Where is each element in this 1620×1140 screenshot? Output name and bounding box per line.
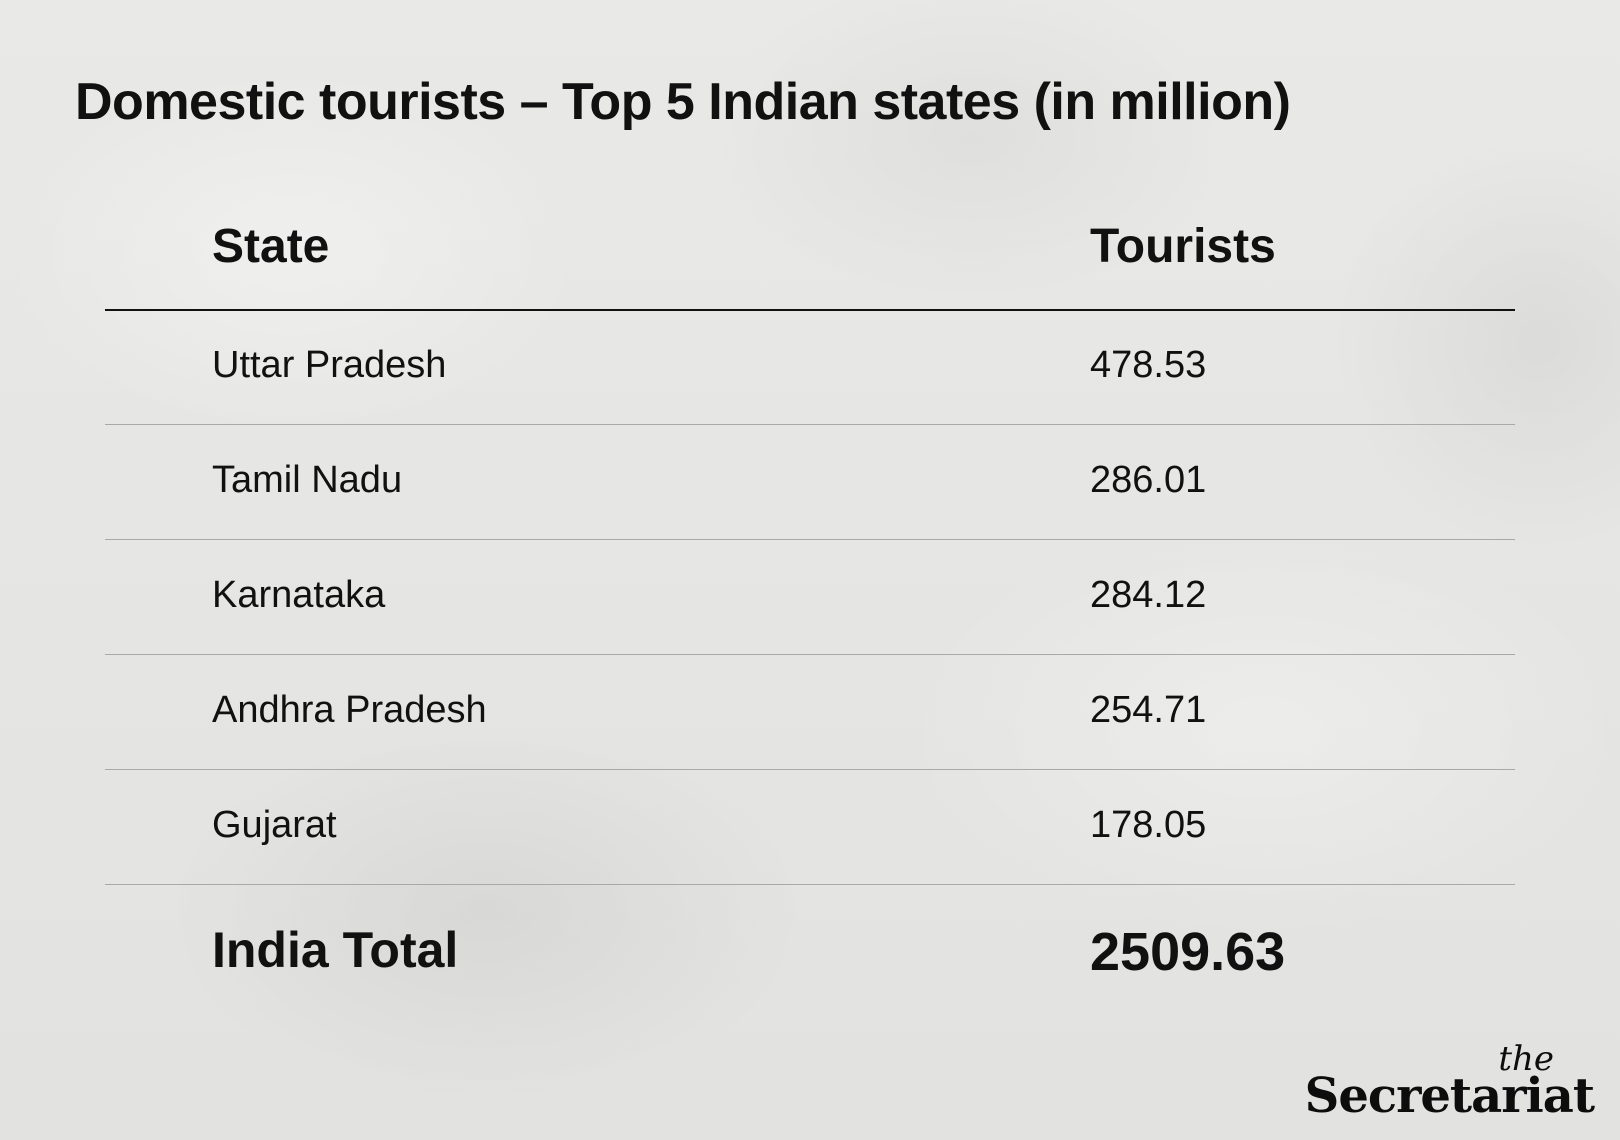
state-cell: Tamil Nadu (212, 459, 403, 501)
tourists-cell: 286.01 (1090, 459, 1207, 501)
brand-the: the (1498, 1039, 1554, 1079)
state-cell: Karnataka (212, 574, 386, 616)
table-row: Tamil Nadu 286.01 (105, 425, 1515, 540)
brand-logo: the Secretariat (1304, 1039, 1595, 1124)
table-row: Gujarat 178.05 (105, 770, 1515, 885)
total-value: 2509.63 (1090, 922, 1286, 982)
tourists-cell: 254.71 (1090, 689, 1207, 731)
table-header-row: State Tourists (105, 211, 1515, 311)
column-header-tourists: Tourists (1090, 220, 1276, 273)
tourists-cell: 178.05 (1090, 804, 1207, 846)
tourists-cell: 478.53 (1090, 344, 1207, 386)
table-row: Karnataka 284.12 (105, 540, 1515, 655)
total-label: India Total (212, 922, 459, 978)
column-header-state: State (212, 220, 330, 273)
brand-name: Secretariat (1304, 1068, 1595, 1124)
chart-title: Domestic tourists – Top 5 Indian states … (75, 73, 1291, 131)
state-cell: Uttar Pradesh (212, 344, 447, 386)
state-cell: Andhra Pradesh (212, 689, 487, 731)
table-row: Andhra Pradesh 254.71 (105, 655, 1515, 770)
tourists-cell: 284.12 (1090, 574, 1207, 616)
state-cell: Gujarat (212, 804, 337, 846)
table-total-row: India Total 2509.63 (105, 885, 1515, 1005)
tourists-table: State Tourists Uttar Pradesh 478.53 Tamil … (105, 0, 1515, 1140)
table-row: Uttar Pradesh 478.53 (105, 310, 1515, 425)
